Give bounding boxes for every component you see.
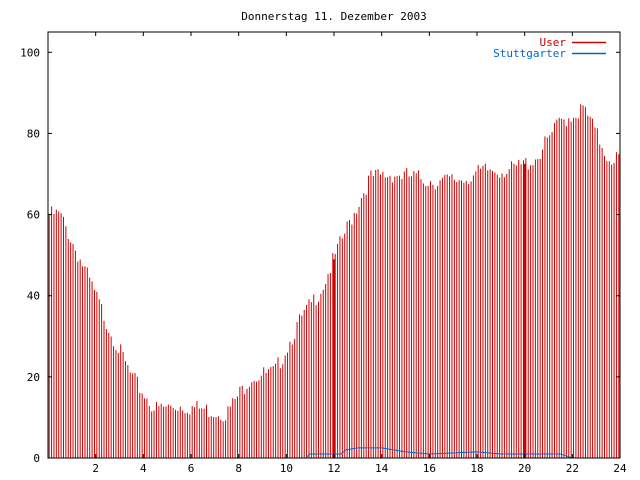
x-tick-label: 2 bbox=[92, 462, 99, 475]
x-tick-label: 14 bbox=[375, 462, 389, 475]
y-tick-label: 20 bbox=[27, 371, 40, 384]
y-tick-label: 60 bbox=[27, 209, 40, 222]
y-tick-label: 40 bbox=[27, 290, 40, 303]
x-tick-label: 12 bbox=[327, 462, 340, 475]
chart-title: Donnerstag 11. Dezember 2003 bbox=[241, 10, 426, 23]
x-tick-label: 4 bbox=[140, 462, 147, 475]
legend-label-user: User bbox=[540, 36, 567, 49]
y-tick-label: 100 bbox=[20, 46, 40, 59]
y-axis: 0 20 40 60 80 100 bbox=[20, 46, 620, 465]
x-tick-label: 22 bbox=[566, 462, 579, 475]
x-tick-label: 16 bbox=[423, 462, 436, 475]
y-tick-label: 0 bbox=[33, 452, 40, 465]
x-tick-label: 24 bbox=[613, 462, 627, 475]
legend-label-stuttgarter: Stuttgarter bbox=[493, 47, 566, 60]
x-tick-label: 6 bbox=[188, 462, 195, 475]
x-tick-label: 8 bbox=[235, 462, 242, 475]
legend: User Stuttgarter bbox=[493, 36, 606, 60]
y-tick-label: 80 bbox=[27, 127, 40, 140]
x-tick-label: 10 bbox=[280, 462, 293, 475]
x-tick-label: 18 bbox=[470, 462, 483, 475]
x-tick-label: 20 bbox=[518, 462, 531, 475]
x-axis: 2 4 6 8 10 12 14 16 18 20 22 24 bbox=[92, 32, 627, 475]
stuttgarter-line bbox=[48, 447, 620, 459]
user-highlight-bars bbox=[332, 163, 527, 458]
